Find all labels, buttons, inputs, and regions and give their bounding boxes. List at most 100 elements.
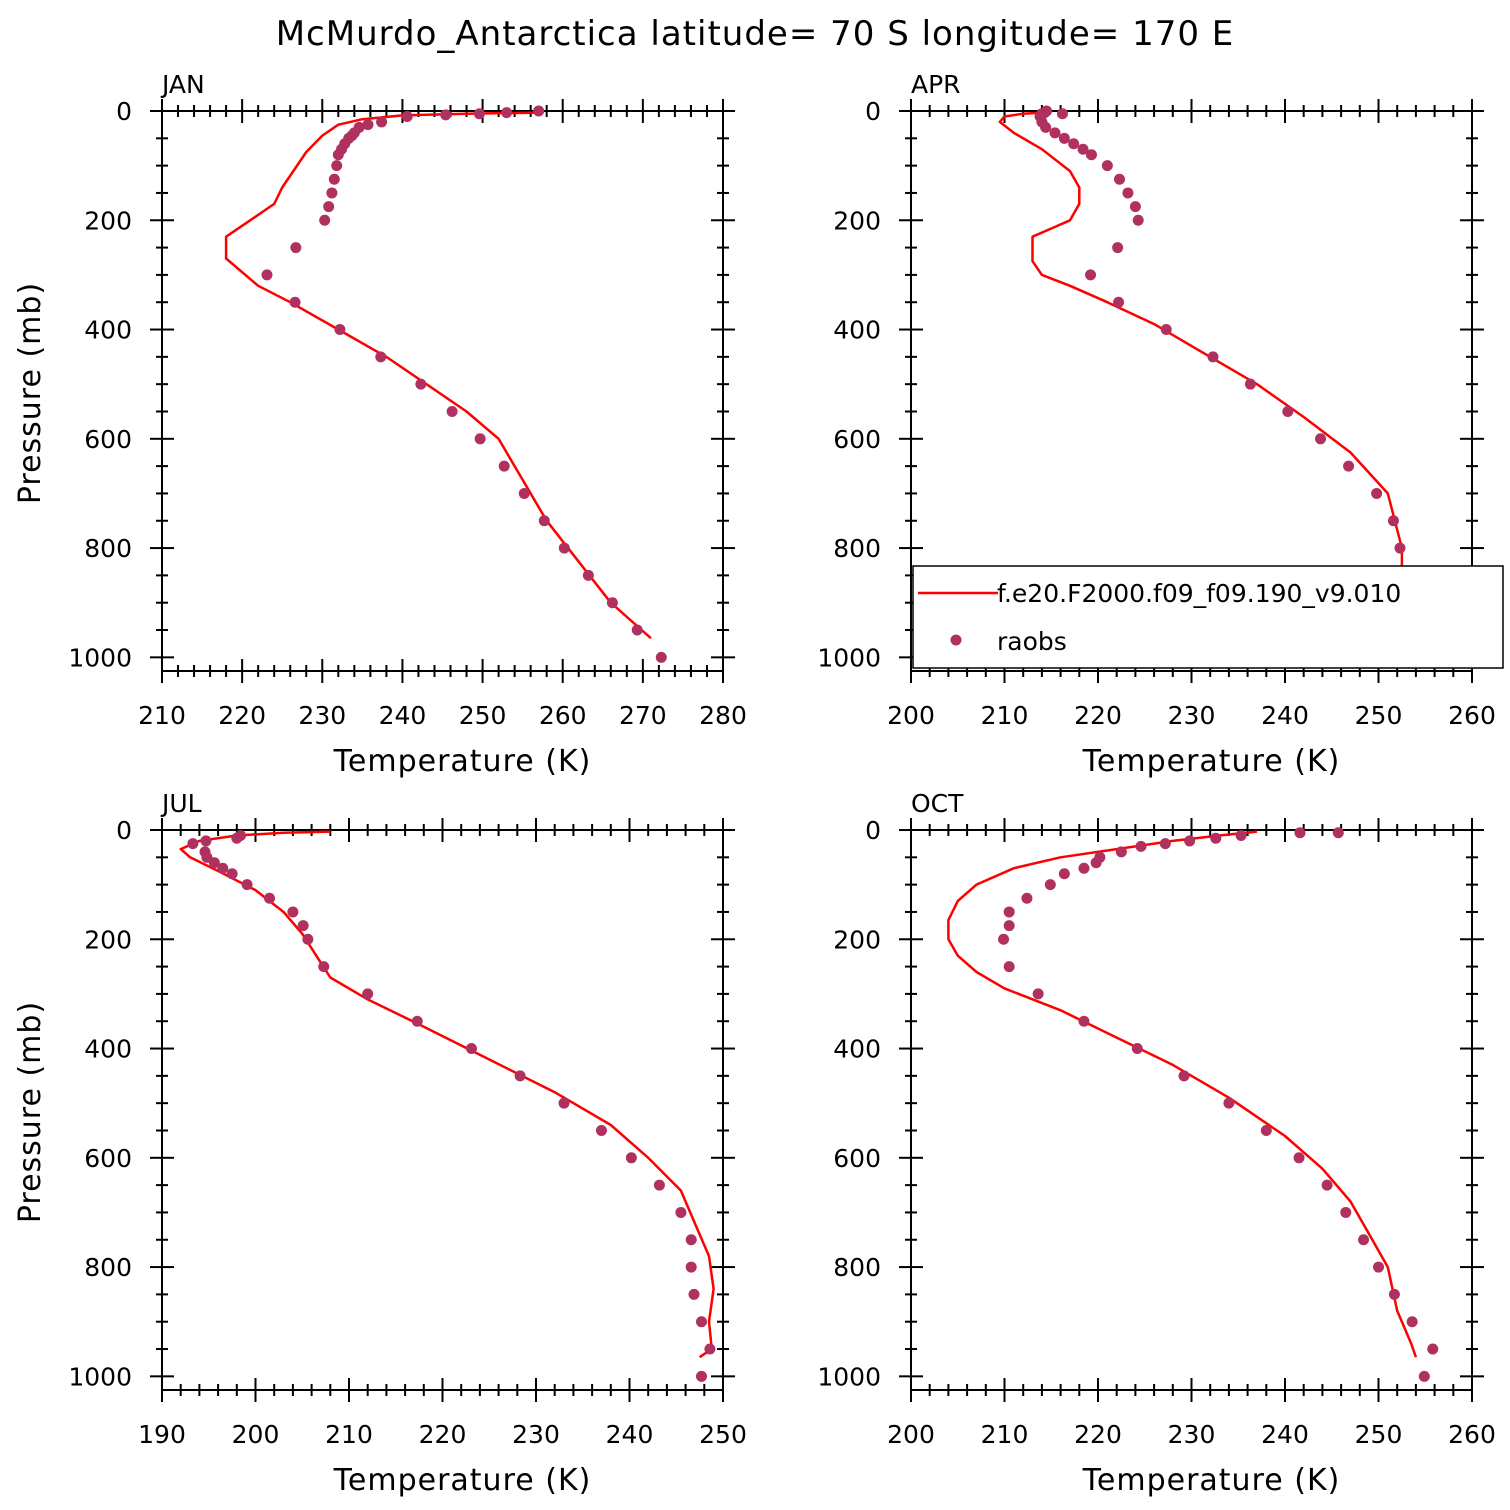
y-tick-label: 400 <box>84 316 132 345</box>
raobs-point <box>1003 906 1015 918</box>
y-tick-label: 600 <box>833 425 881 454</box>
legend-obs-swatch <box>950 634 962 646</box>
x-axis-label: Temperature (K) <box>333 744 592 779</box>
raobs-point <box>655 651 667 663</box>
x-tick-label: 230 <box>1168 701 1216 730</box>
legend-box <box>912 565 1504 669</box>
raobs-point <box>376 116 388 128</box>
raobs-point <box>1210 832 1222 844</box>
raobs-point <box>688 1288 700 1300</box>
raobs-point <box>1044 879 1056 891</box>
raobs-point <box>1131 1043 1143 1055</box>
raobs-point <box>1021 892 1033 904</box>
x-tick-label: 250 <box>699 1420 747 1449</box>
raobs-point <box>328 173 340 185</box>
raobs-point <box>289 296 301 308</box>
raobs-point <box>695 1370 707 1382</box>
x-tick-label: 230 <box>1168 1420 1216 1449</box>
raobs-point <box>1160 324 1172 336</box>
y-tick-label: 200 <box>833 925 881 954</box>
raobs-point <box>1406 1316 1418 1328</box>
raobs-point <box>998 933 1010 945</box>
panel-oct: OCT 200 210 220 230 240 250 260 0 200 400 600 800 100… <box>817 789 1495 1498</box>
y-tick-label: 0 <box>865 816 881 845</box>
raobs-point <box>1315 433 1327 445</box>
x-tick-label: 200 <box>232 1420 280 1449</box>
x-tick-label: 280 <box>699 701 747 730</box>
raobs-point <box>1387 515 1399 527</box>
raobs-point <box>1184 835 1196 847</box>
x-tick-label: 220 <box>218 701 266 730</box>
raobs-point <box>558 1097 570 1109</box>
x-tick-label: 260 <box>539 701 587 730</box>
raobs-point <box>446 405 458 417</box>
y-tick-label: 0 <box>865 97 881 126</box>
raobs-point <box>1068 138 1080 150</box>
raobs-point <box>1159 838 1171 850</box>
y-tick-label: 800 <box>833 534 881 563</box>
raobs-point <box>1122 187 1134 199</box>
raobs-point <box>1244 378 1256 390</box>
raobs-point <box>241 879 253 891</box>
raobs-point <box>1235 829 1247 841</box>
raobs-point <box>653 1179 665 1191</box>
raobs-point <box>558 542 570 554</box>
x-tick-label: 210 <box>325 1420 373 1449</box>
y-tick-label: 400 <box>833 316 881 345</box>
y-tick-label: 1000 <box>817 643 881 672</box>
raobs-point <box>1049 127 1061 139</box>
raobs-point <box>582 569 594 581</box>
y-tick-label: 200 <box>84 206 132 235</box>
raobs-point <box>287 906 299 918</box>
model-line <box>947 830 1418 1358</box>
raobs-point <box>533 105 545 117</box>
raobs-point <box>297 920 309 932</box>
raobs-point <box>474 433 486 445</box>
raobs-point <box>362 988 374 1000</box>
raobs-point <box>1293 1152 1305 1164</box>
raobs-point <box>1114 173 1126 185</box>
panel-jan: JAN 210 220 230 240 250 260 270 280 0 200 400 600 800… <box>13 70 747 779</box>
x-tick-label: 230 <box>512 1420 560 1449</box>
raobs-point <box>1003 961 1015 973</box>
raobs-point <box>1132 214 1144 226</box>
y-tick-label: 800 <box>833 1253 881 1282</box>
y-tick-label: 800 <box>84 534 132 563</box>
x-tick-label: 270 <box>619 701 667 730</box>
raobs-point <box>1321 1179 1333 1191</box>
y-tick-label: 1000 <box>817 1362 881 1391</box>
raobs-point <box>200 835 212 847</box>
x-axis-label: Temperature (K) <box>1082 1463 1341 1498</box>
raobs-point <box>226 868 238 880</box>
x-tick-label: 220 <box>419 1420 467 1449</box>
model-line <box>179 830 715 1359</box>
x-tick-label: 210 <box>138 701 186 730</box>
legend-model-label: f.e20.F2000.f09_f09.190_v9.010 <box>997 579 1401 608</box>
x-tick-label: 240 <box>606 1420 654 1449</box>
raobs-point <box>1223 1097 1235 1109</box>
x-tick-label: 250 <box>459 701 507 730</box>
x-tick-label: 210 <box>981 701 1029 730</box>
y-tick-label: 600 <box>833 1144 881 1173</box>
raobs-point <box>1040 121 1052 133</box>
raobs-point <box>415 378 427 390</box>
y-tick-label: 400 <box>84 1035 132 1064</box>
raobs-point <box>1282 405 1294 417</box>
raobs-point <box>1388 1288 1400 1300</box>
raobs-point <box>401 110 413 122</box>
y-tick-label: 200 <box>84 925 132 954</box>
raobs-point <box>704 1343 716 1355</box>
y-axis-label: Pressure (mb) <box>13 1001 48 1223</box>
x-tick-label: 240 <box>1261 1420 1309 1449</box>
raobs-point <box>208 857 220 869</box>
x-axis-label: Temperature (K) <box>333 1463 592 1498</box>
raobs-point <box>375 351 387 363</box>
y-tick-label: 200 <box>833 206 881 235</box>
raobs-point <box>1294 827 1306 839</box>
raobs-point <box>514 1070 526 1082</box>
raobs-point <box>595 1124 607 1136</box>
y-tick-label: 800 <box>84 1253 132 1282</box>
raobs-point <box>1078 1015 1090 1027</box>
raobs-point <box>1090 857 1102 869</box>
raobs-point <box>290 242 302 254</box>
